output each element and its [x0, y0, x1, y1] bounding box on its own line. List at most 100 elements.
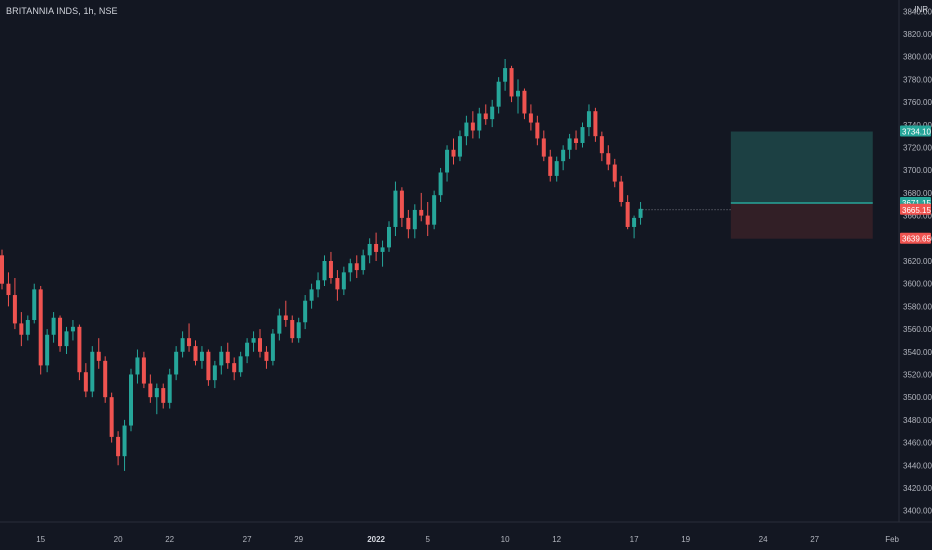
- candle: [470, 111, 475, 139]
- price-tag-box: [900, 232, 931, 244]
- candle: [528, 104, 533, 131]
- candle: [606, 145, 611, 171]
- y-tick-label: 3720.00: [903, 144, 932, 153]
- long-position-tool[interactable]: [642, 131, 873, 239]
- candle-body: [258, 338, 262, 352]
- candle: [154, 383, 159, 415]
- candle: [109, 392, 114, 443]
- candle: [490, 99, 495, 128]
- candle: [45, 329, 50, 373]
- candle-body: [445, 149, 450, 173]
- candle: [316, 272, 321, 298]
- price-tag-box: [900, 125, 931, 137]
- price-axis[interactable]: 3400.00 3420.00 3440.00 3460.00 3480.00 3500.…: [903, 7, 932, 515]
- candle: [0, 249, 4, 290]
- candle: [96, 338, 101, 369]
- price-tag: 3639.65: [900, 232, 931, 244]
- candle: [174, 346, 179, 381]
- y-tick-label: 3760.00: [903, 98, 932, 107]
- candle: [503, 59, 508, 91]
- candle-body: [83, 372, 88, 392]
- candle: [64, 326, 69, 355]
- candle-body: [425, 215, 430, 225]
- x-tick-label: 19: [681, 535, 690, 544]
- candle: [32, 283, 37, 324]
- candle: [270, 329, 275, 366]
- candle: [387, 221, 391, 252]
- candle: [135, 349, 140, 384]
- candle: [328, 251, 333, 284]
- candle-body: [303, 300, 308, 323]
- candle: [341, 266, 346, 296]
- time-axis[interactable]: 15 20 22 27 29 2022 5 10 12 17 19 24 27 Feb: [36, 535, 899, 544]
- candle: [516, 79, 520, 114]
- candle-body: [541, 138, 546, 157]
- candle: [457, 130, 462, 162]
- candle-body: [612, 164, 617, 182]
- candle: [12, 278, 17, 330]
- candle-body: [490, 106, 495, 120]
- candle-body: [206, 351, 211, 381]
- candle: [167, 368, 172, 409]
- candle: [354, 255, 359, 279]
- profit-zone[interactable]: [730, 131, 873, 203]
- candle-body: [496, 81, 501, 107]
- candle-body: [367, 243, 372, 256]
- candle: [438, 167, 443, 202]
- candle-body: [619, 181, 624, 202]
- candle-body: [245, 342, 250, 357]
- candle-body: [516, 90, 520, 97]
- candle-body: [406, 217, 411, 230]
- candle-body: [96, 351, 101, 361]
- price-tag-label: 3665.15: [902, 206, 931, 215]
- candle-body: [0, 255, 4, 284]
- candle-body: [19, 323, 24, 335]
- price-tag-label: 3734.10: [902, 128, 931, 137]
- candle: [554, 156, 559, 182]
- candle: [593, 107, 598, 142]
- candle: [129, 368, 133, 432]
- candle: [206, 349, 211, 386]
- candle: [632, 215, 637, 239]
- candle-body: [567, 138, 572, 150]
- candle: [6, 272, 11, 307]
- candle: [580, 122, 585, 148]
- candle: [419, 192, 424, 222]
- loss-zone[interactable]: [730, 202, 873, 239]
- candle-body: [470, 122, 475, 131]
- candle: [83, 363, 88, 398]
- candle-body: [45, 334, 50, 366]
- candle-body: [625, 201, 630, 227]
- candle: [303, 295, 308, 330]
- candle-body: [25, 320, 30, 335]
- price-tag-box: [900, 203, 931, 215]
- candle: [432, 190, 437, 230]
- y-tick-label: 3580.00: [903, 302, 932, 311]
- candle: [548, 149, 553, 182]
- candle: [77, 324, 82, 381]
- candle: [193, 340, 198, 366]
- candle: [561, 145, 566, 171]
- candle-body: [632, 217, 637, 227]
- candle-body: [483, 113, 488, 120]
- candle-body: [32, 289, 37, 321]
- y-tick-label: 3520.00: [903, 370, 932, 379]
- y-tick-label: 3620.00: [903, 257, 932, 266]
- candle-body: [277, 315, 282, 334]
- candle-body: [290, 320, 295, 339]
- symbol-title[interactable]: BRITANNIA INDS, 1h, NSE: [6, 6, 118, 16]
- candle-body: [638, 208, 643, 218]
- y-tick-label: 3440.00: [903, 461, 932, 470]
- x-tick-label: 27: [810, 535, 819, 544]
- candle: [148, 374, 153, 403]
- y-tick-label: 3480.00: [903, 416, 932, 425]
- currency-label[interactable]: INR: [914, 5, 928, 14]
- candle: [212, 360, 217, 389]
- candle-body: [419, 209, 424, 216]
- candle: [399, 187, 404, 227]
- candle-body: [548, 156, 553, 176]
- candle-body: [354, 263, 359, 271]
- y-tick-label: 3500.00: [903, 393, 932, 402]
